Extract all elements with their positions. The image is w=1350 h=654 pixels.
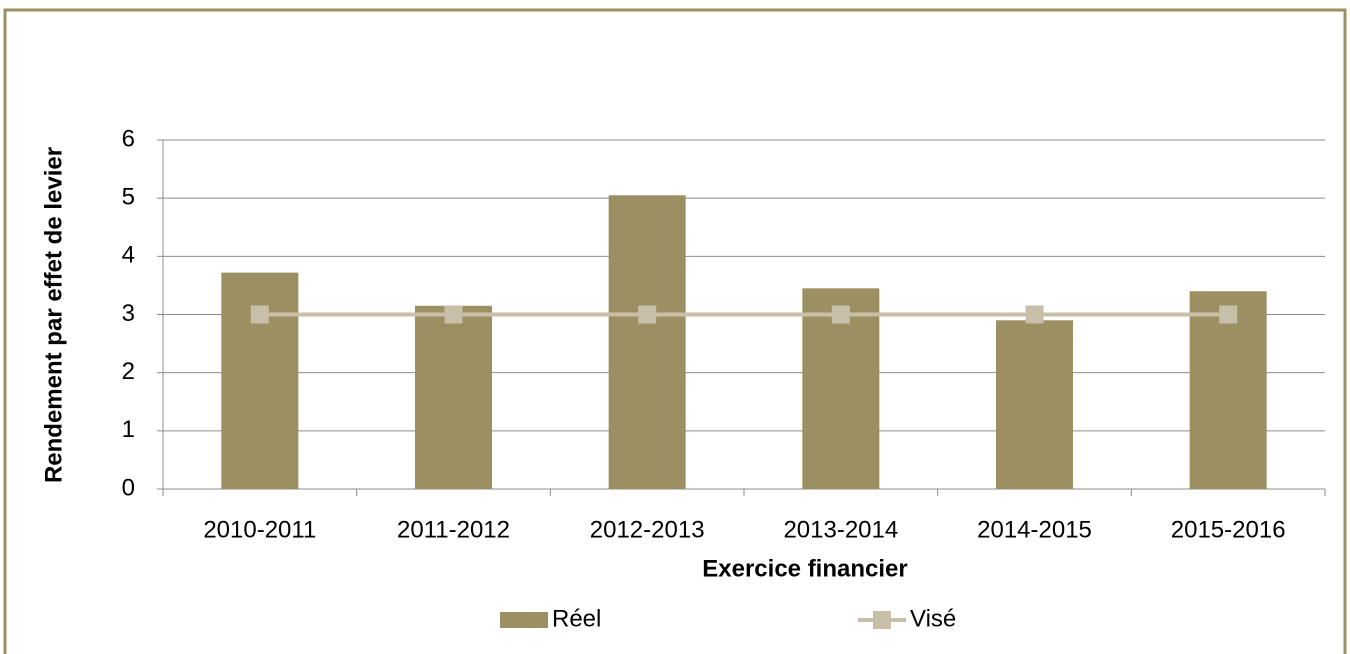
y-tick-label: 3 xyxy=(122,300,135,327)
marker xyxy=(638,305,657,324)
legend-label: Réel xyxy=(552,605,601,632)
y-tick-label: 1 xyxy=(122,416,135,443)
marker xyxy=(831,305,850,324)
x-tick-label: 2014-2015 xyxy=(977,516,1092,543)
bar xyxy=(608,195,686,489)
x-tick-label: 2010-2011 xyxy=(203,516,316,543)
marker xyxy=(1025,305,1044,324)
y-tick-label: 2 xyxy=(122,358,135,385)
x-axis-label: Exercice financier xyxy=(702,555,907,582)
bar xyxy=(221,272,299,489)
x-tick-label: 2013-2014 xyxy=(783,516,898,543)
marker xyxy=(444,305,463,324)
x-tick-label: 2015-2016 xyxy=(1171,516,1286,543)
bar xyxy=(415,305,492,489)
legend-swatch xyxy=(500,612,548,628)
bar xyxy=(996,320,1073,489)
y-tick-label: 4 xyxy=(122,242,135,269)
bar xyxy=(1189,291,1267,489)
y-tick-label: 6 xyxy=(122,125,135,152)
x-tick-label: 2011-2012 xyxy=(397,516,510,543)
marker xyxy=(1219,305,1238,324)
legend-swatch xyxy=(873,611,891,629)
y-axis-label: Rendement par effet de levier xyxy=(40,147,67,483)
x-tick-label: 2012-2013 xyxy=(590,516,705,543)
marker xyxy=(250,305,269,324)
frame xyxy=(3,8,1347,654)
y-tick-label: 0 xyxy=(122,474,135,501)
y-tick-label: 5 xyxy=(122,184,135,211)
legend-label: Visé xyxy=(910,605,956,632)
